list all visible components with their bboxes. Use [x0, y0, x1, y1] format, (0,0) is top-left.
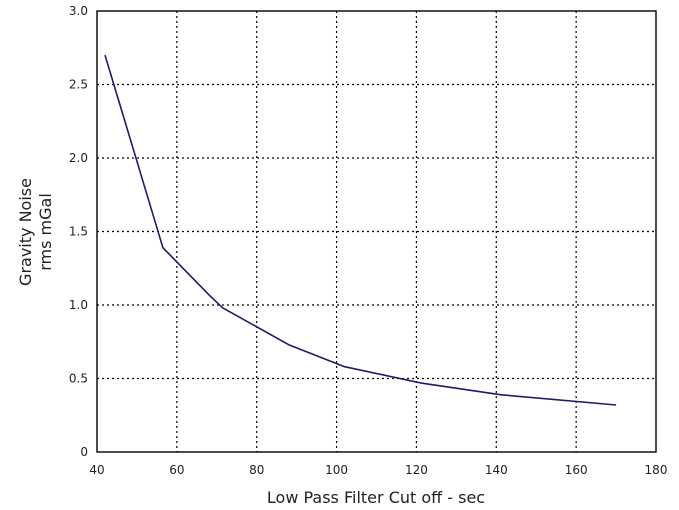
y-axis-label-line-2: rms mGal: [36, 193, 55, 271]
y-tick-labels: 0 0.5 1.0 1.5 2.0 2.5 3.0: [69, 4, 88, 459]
plot-frame: [96, 10, 657, 453]
y-tick-label: 0.5: [69, 372, 88, 386]
grid-lines: [97, 11, 656, 452]
x-tick-label: 80: [249, 463, 264, 477]
y-tick-label: 3.0: [69, 4, 88, 18]
y-tick-label: 1.5: [69, 225, 88, 239]
y-tick-label: 2.0: [69, 151, 88, 165]
y-axis-label-line-1: Gravity Noise: [16, 178, 35, 286]
y-tick-label: 0: [80, 445, 88, 459]
series-lines: [104, 54, 617, 406]
x-tick-label: 100: [325, 463, 348, 477]
x-tick-label: 180: [645, 463, 668, 477]
x-tick-label: 60: [169, 463, 184, 477]
x-tick-label: 160: [565, 463, 588, 477]
y-axis-label: Gravity Noise rms mGal: [16, 178, 55, 286]
y-tick-label: 2.5: [69, 78, 88, 92]
plot-border: [96, 10, 657, 453]
y-tick-label: 1.0: [69, 298, 88, 312]
x-tick-label: 120: [405, 463, 428, 477]
x-axis-label: Low Pass Filter Cut off - sec: [267, 488, 485, 507]
x-tick-label: 140: [485, 463, 508, 477]
x-tick-labels: 40 60 80 100 120 140 160 180: [89, 463, 667, 477]
series-line-0: [104, 54, 617, 406]
x-tick-label: 40: [89, 463, 104, 477]
